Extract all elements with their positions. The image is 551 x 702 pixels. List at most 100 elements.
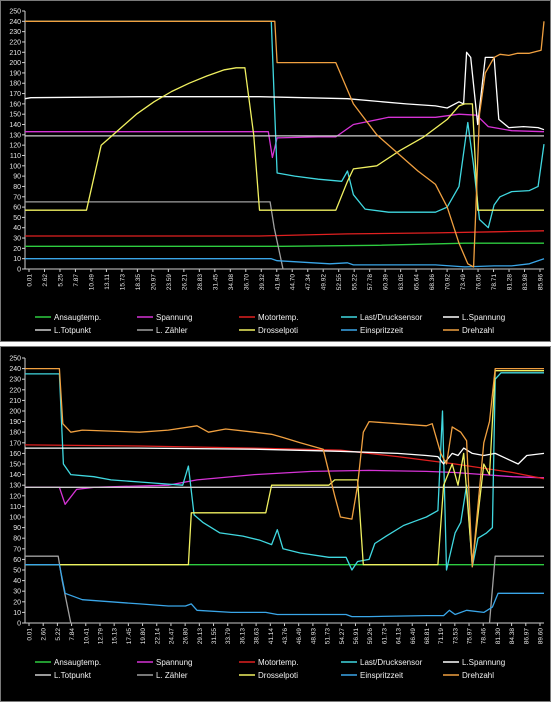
legend-label: Last/Drucksensor — [360, 313, 423, 322]
y-tick-label: 20 — [13, 246, 21, 253]
x-tick-label: 5.25 — [57, 274, 64, 287]
series-line-7 — [25, 201, 544, 270]
series-line-2 — [25, 469, 545, 505]
chart-panel-bottom: 0 10 20 30 40 50 60 70 80 90 100 110 120 130 140 150 160… — [0, 346, 551, 702]
x-tick-label: 64.13 — [396, 628, 403, 645]
y-tick-label: 230 — [9, 377, 21, 384]
series-line-4 — [25, 20, 545, 229]
legend-label: Motortemp. — [258, 658, 298, 667]
y-tick-label: 20 — [13, 599, 21, 606]
x-tick-label: 2.60 — [41, 628, 48, 641]
x-tick-label: 73.53 — [452, 628, 459, 645]
y-tick-label: 0 — [17, 621, 21, 628]
x-tick-label: 39.32 — [259, 274, 266, 291]
y-tick-label: 60 — [13, 557, 21, 564]
x-tick-label: 54.27 — [339, 628, 346, 645]
y-tick-label: 80 — [13, 536, 21, 543]
y-tick-label: 180 — [9, 81, 21, 88]
x-tick-label: 0.01 — [27, 274, 34, 287]
y-tick-label: 90 — [13, 174, 21, 181]
series-line-10 — [25, 367, 544, 568]
x-tick-label: 61.73 — [381, 628, 388, 645]
legend-label: Spannung — [156, 658, 192, 667]
series-line-7 — [25, 555, 544, 624]
y-tick-label: 190 — [9, 70, 21, 77]
chart-panel-top: 0 10 20 30 40 50 60 70 80 90 100 110 120 130 140 150 160… — [0, 0, 551, 342]
x-tick-label: 46.49 — [296, 628, 303, 645]
y-tick-label: 10 — [13, 256, 21, 263]
y-tick-label: 10 — [13, 610, 21, 617]
x-tick-label: 70.92 — [445, 274, 452, 291]
x-tick-label: 19.80 — [140, 628, 147, 645]
y-tick-label: 190 — [9, 419, 21, 426]
x-tick-label: 31.55 — [211, 628, 218, 645]
x-tick-label: 34.08 — [228, 274, 235, 291]
y-tick-label: 150 — [9, 112, 21, 119]
legend-label: L. Zähler — [156, 671, 188, 680]
y-tick-label: 80 — [13, 184, 21, 191]
legend-label: Ansaugtemp. — [54, 658, 101, 667]
legend-label: L.Totpunkt — [54, 326, 92, 335]
y-tick-label: 100 — [9, 163, 21, 170]
x-tick-label: 49.92 — [321, 274, 328, 291]
y-tick-label: 220 — [9, 387, 21, 394]
x-tick-label: 17.45 — [126, 628, 133, 645]
x-tick-label: 7.84 — [69, 628, 76, 641]
x-tick-label: 83.98 — [522, 274, 529, 291]
y-tick-label: 200 — [9, 60, 21, 67]
x-tick-label: 60.39 — [383, 274, 390, 291]
x-tick-label: 33.79 — [225, 628, 232, 645]
x-tick-label: 18.35 — [135, 274, 142, 291]
y-tick-label: 120 — [9, 493, 21, 500]
legend-label: L.Spannung — [462, 658, 505, 667]
x-tick-label: 5.22 — [55, 628, 62, 641]
y-tick-label: 170 — [9, 91, 21, 98]
x-tick-label: 26.80 — [183, 628, 190, 645]
x-tick-label: 86.97 — [523, 628, 530, 645]
x-tick-label: 10.49 — [88, 274, 95, 291]
x-tick-label: 85.96 — [538, 274, 545, 291]
x-tick-label: 84.38 — [509, 628, 516, 645]
legend-label: L.Totpunkt — [54, 671, 92, 680]
y-tick-label: 160 — [9, 101, 21, 108]
x-tick-label: 65.64 — [414, 274, 421, 291]
x-tick-label: 24.47 — [168, 628, 175, 645]
y-tick-label: 230 — [9, 29, 21, 36]
y-tick-label: 140 — [9, 122, 21, 129]
legend-label: L. Zähler — [156, 326, 188, 335]
legend-label: Spannung — [156, 313, 192, 322]
y-tick-label: 210 — [9, 398, 21, 405]
x-tick-label: 73.49 — [460, 274, 467, 291]
series-line-9 — [25, 564, 544, 618]
series-line-5 — [25, 447, 545, 465]
x-tick-label: 43.76 — [282, 628, 289, 645]
x-tick-label: 28.83 — [197, 274, 204, 291]
y-tick-label: 70 — [13, 194, 21, 201]
x-tick-label: 22.14 — [154, 628, 161, 645]
x-tick-label: 89.60 — [538, 628, 545, 645]
series-line-5 — [24, 51, 545, 131]
y-tick-label: 170 — [9, 440, 21, 447]
x-tick-label: 41.14 — [268, 628, 275, 645]
y-tick-label: 40 — [13, 578, 21, 585]
x-tick-label: 78.71 — [491, 274, 498, 291]
y-tick-label: 50 — [13, 215, 21, 222]
x-tick-label: 81.30 — [495, 628, 502, 645]
series-line-8 — [25, 67, 544, 211]
x-tick-label: 15.13 — [112, 628, 119, 645]
x-tick-label: 0.01 — [27, 628, 34, 641]
series-line-2 — [25, 113, 545, 159]
x-tick-label: 76.05 — [476, 274, 483, 291]
x-tick-label: 26.21 — [181, 274, 188, 291]
x-tick-label: 15.73 — [119, 274, 126, 291]
legend-label: Drehzahl — [462, 671, 494, 680]
x-tick-label: 47.34 — [305, 274, 312, 291]
y-tick-label: 210 — [9, 50, 21, 57]
y-tick-label: 60 — [13, 205, 21, 212]
y-tick-label: 220 — [9, 39, 21, 46]
x-tick-label: 36.70 — [243, 274, 250, 291]
x-tick-label: 68.36 — [429, 274, 436, 291]
x-tick-label: 66.49 — [410, 628, 417, 645]
series-line-8 — [25, 370, 544, 566]
x-tick-label: 51.73 — [325, 628, 332, 645]
